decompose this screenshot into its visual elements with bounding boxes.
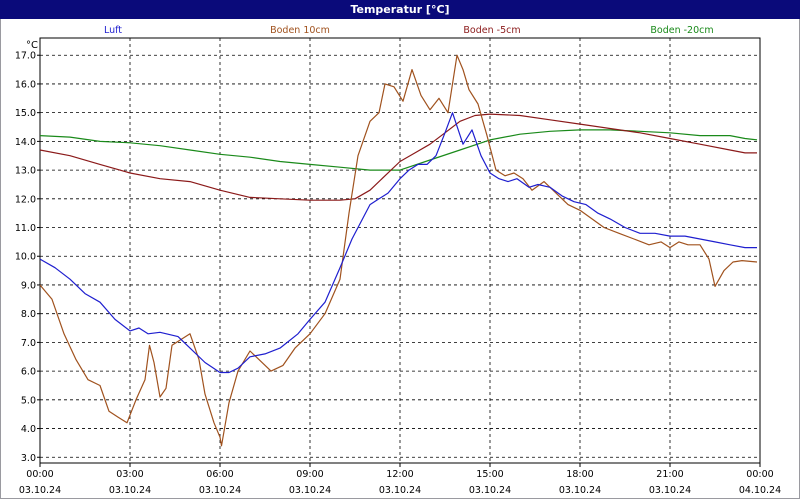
x-tick-time-label: 15:00 [476, 469, 503, 480]
legend-entry-boden-5cm: Boden -5cm [463, 25, 520, 36]
y-tick-label: 7.0 [21, 338, 36, 349]
y-tick-label: 13.0 [15, 166, 36, 177]
x-tick-time-label: 00:00 [26, 469, 53, 480]
legend: Luft Boden 10cm Boden -5cm Boden -20cm [104, 25, 714, 36]
y-tick-label: 17.0 [15, 51, 36, 62]
series-lines [39, 54, 758, 447]
x-tick-time-label: 18:00 [566, 469, 593, 480]
y-tick-label: 9.0 [21, 280, 36, 291]
y-tick-label: 15.0 [15, 108, 36, 119]
x-tick-date-label: 03.10.24 [649, 485, 691, 496]
y-tick-label: 8.0 [21, 309, 36, 320]
x-tick-date-label: 03.10.24 [109, 485, 151, 496]
x-tick-date-label: 03.10.24 [289, 485, 331, 496]
x-tick-date-label: 04.10.24 [739, 485, 781, 496]
y-tick-label: 14.0 [15, 137, 36, 148]
legend-entry-luft: Luft [104, 25, 122, 36]
chart-title: Temperatur [°C] [0, 0, 800, 19]
x-tick-date-label: 03.10.24 [559, 485, 601, 496]
y-tick-label: 5.0 [21, 395, 36, 406]
y-axis-unit-label: °C [26, 40, 38, 51]
grid [39, 38, 761, 463]
y-tick-label: 12.0 [15, 194, 36, 205]
series-line-boden-5cm [39, 113, 757, 201]
x-tick-time-label: 21:00 [656, 469, 683, 480]
x-tick-date-label: 03.10.24 [469, 485, 511, 496]
y-tick-label: 16.0 [15, 79, 36, 90]
legend-entry-boden-20cm: Boden -20cm [650, 25, 713, 36]
x-tick-date-label: 03.10.24 [379, 485, 421, 496]
x-tick-time-label: 00:00 [746, 469, 773, 480]
y-tick-label: 10.0 [15, 252, 36, 263]
y-tick-label: 6.0 [21, 367, 36, 378]
y-axis: 3.0 4.0 5.0 6.0 7.0 8.0 9.0 10.0 11.0 12.0 13.0 14.… [15, 51, 40, 464]
y-tick-label: 4.0 [21, 424, 36, 435]
legend-entry-boden-10cm: Boden 10cm [270, 25, 330, 36]
x-tick-date-label: 03.10.24 [19, 485, 61, 496]
x-tick-date-label: 03.10.24 [199, 485, 241, 496]
x-tick-time-label: 06:00 [206, 469, 233, 480]
series-line-boden-10cm [39, 54, 758, 447]
series-line-boden-20cm [39, 129, 758, 171]
series-line-luft [39, 112, 757, 374]
x-tick-time-label: 03:00 [116, 469, 143, 480]
x-tick-time-label: 12:00 [386, 469, 413, 480]
x-axis: 00:00 03.10.24 03:00 03.10.24 06:00 03.10.24 0… [19, 463, 781, 496]
x-tick-time-label: 09:00 [296, 469, 323, 480]
y-tick-label: 11.0 [15, 223, 36, 234]
y-tick-label: 3.0 [21, 453, 36, 464]
